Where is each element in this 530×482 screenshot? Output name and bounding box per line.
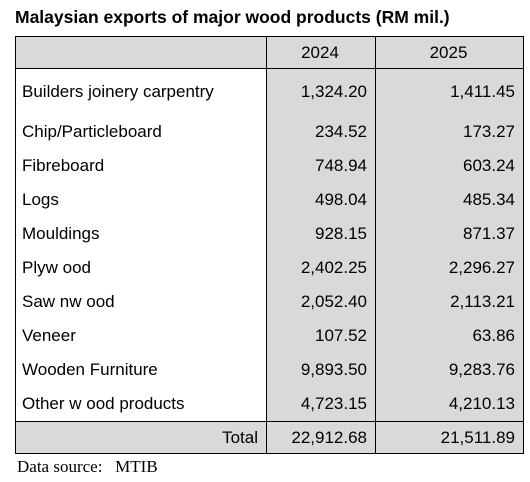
table-row: Chip/Particleboard 234.52 173.27 <box>16 115 524 149</box>
row-label: Builders joinery carpentry <box>22 82 214 101</box>
value-cell: 4,210.13 <box>375 387 524 422</box>
value-cell: 928.15 <box>266 217 376 251</box>
value-cell: 2,402.25 <box>266 251 376 285</box>
value-cell: 485.34 <box>375 183 524 217</box>
total-row: Total 22,912.68 21,511.89 <box>15 421 524 454</box>
header-cell: 2024 <box>266 36 376 69</box>
row-label: Veneer <box>22 326 76 345</box>
table-row: Wooden Furniture 9,893.50 9,283.76 <box>16 353 524 387</box>
value-cell: 173.27 <box>375 115 524 149</box>
row-label: Logs <box>22 190 59 209</box>
table-row: Logs 498.04 485.34 <box>16 183 524 217</box>
value-cell: 2,052.40 <box>266 285 376 319</box>
value-cell: 4,723.15 <box>266 387 376 422</box>
row-label: Wooden Furniture <box>22 360 158 379</box>
value-cell: 234.52 <box>266 115 376 149</box>
row-label: Saw nw ood <box>22 292 115 311</box>
table-row: Fibreboard 748.94 603.24 <box>16 149 524 183</box>
table-row: Plyw ood 2,402.25 2,296.27 <box>16 251 524 285</box>
table-row: Mouldings 928.15 871.37 <box>16 217 524 251</box>
value-cell: 107.52 <box>266 319 376 353</box>
source-note: Data source: MTIB <box>17 457 158 476</box>
table-row: Builders joinery carpentry 1,324.20 1,411.… <box>16 68 524 115</box>
row-label: Fibreboard <box>22 156 105 175</box>
value-cell: 498.04 <box>266 183 376 217</box>
data-table: 2024 2025 Builders joinery carpentry 1,324.… <box>15 36 524 454</box>
value-cell: 63.86 <box>375 319 524 353</box>
row-label: Plyw ood <box>22 258 91 277</box>
value-cell: 1,411.45 <box>375 68 524 115</box>
value-cell: 603.24 <box>375 149 524 183</box>
total-value: 21,511.89 <box>375 421 524 454</box>
value-cell: 871.37 <box>375 217 524 251</box>
value-cell: 1,324.20 <box>266 68 376 115</box>
header-cell <box>15 36 267 69</box>
value-cell: 2,113.21 <box>375 285 524 319</box>
total-value: 22,912.68 <box>266 421 376 454</box>
title: Malaysian exports of major wood products… <box>15 7 450 27</box>
row-label: Other w ood products <box>22 394 185 413</box>
header-cell: 2025 <box>375 36 524 69</box>
value-cell: 9,283.76 <box>375 353 524 387</box>
value-cell: 9,893.50 <box>266 353 376 387</box>
value-cell: 748.94 <box>266 149 376 183</box>
table-row: Veneer 107.52 63.86 <box>16 319 524 353</box>
header-row: 2024 2025 <box>15 36 524 69</box>
row-label: Chip/Particleboard <box>22 122 162 141</box>
row-label: Mouldings <box>22 224 100 243</box>
total-label: Total <box>15 421 267 454</box>
table-row: Saw nw ood 2,052.40 2,113.21 <box>16 285 524 319</box>
value-cell: 2,296.27 <box>375 251 524 285</box>
table-row: Other w ood products 4,723.15 4,210.13 <box>16 387 524 422</box>
